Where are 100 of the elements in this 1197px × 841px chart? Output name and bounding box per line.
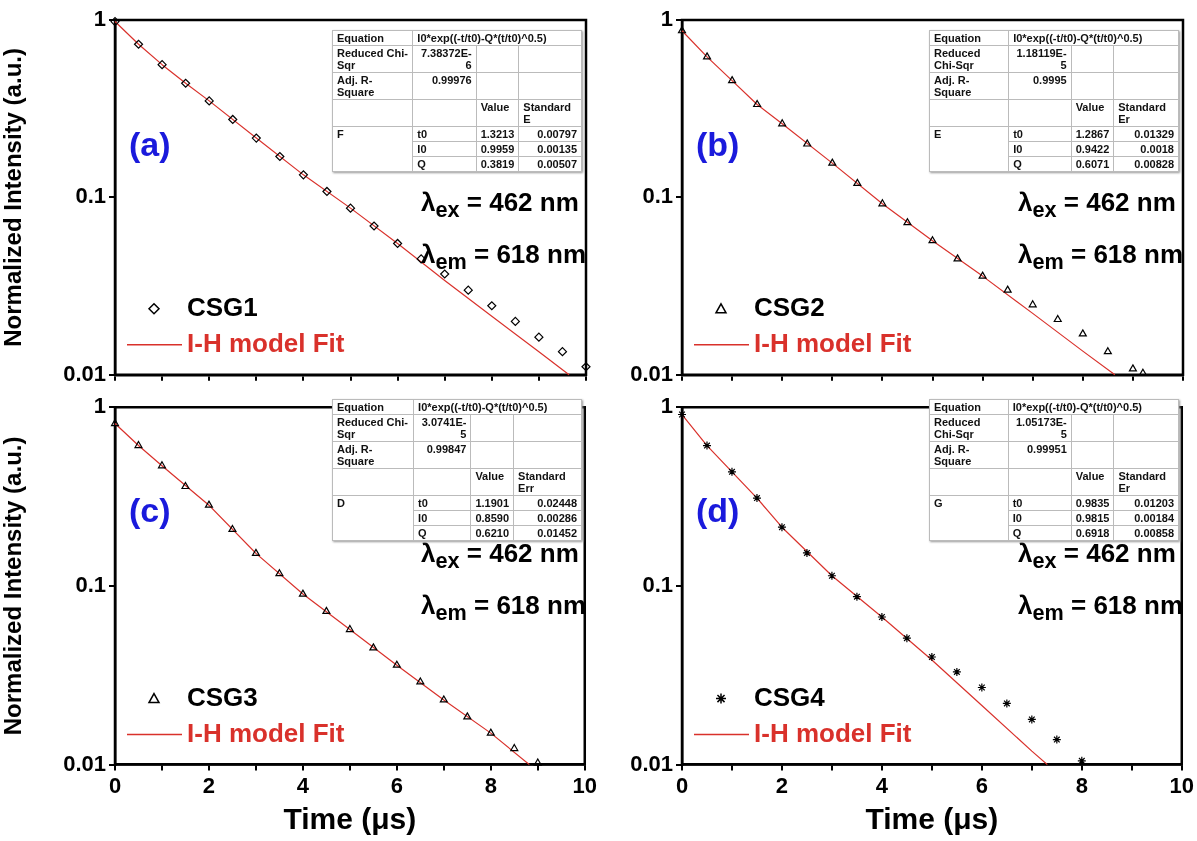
- annotation: I0*exp((-t/t0)-Q*(t/t0)^0.5): [412, 30, 582, 46]
- legend-label: CSG4: [754, 681, 826, 712]
- annotation: Value: [470, 468, 514, 496]
- annotation: λ$_{em}$ = 618 nm: [1017, 589, 1183, 628]
- point: [878, 199, 887, 207]
- annotation: G: [929, 495, 1009, 541]
- point: [298, 170, 308, 180]
- annotation: Adj. R-Square: [332, 72, 413, 100]
- point: [1028, 300, 1037, 308]
- point: [134, 440, 143, 449]
- point: [463, 285, 473, 295]
- annotation: t0: [1008, 126, 1072, 142]
- point: [204, 500, 214, 508]
- annotation: t0: [413, 495, 471, 511]
- y-tick-label: 0.01: [630, 750, 673, 776]
- annotation: 0.00507: [518, 156, 582, 172]
- y-tick-label: 1: [660, 6, 673, 32]
- x-tick-label: 6: [390, 772, 403, 798]
- annotation: F: [332, 126, 413, 172]
- point: [251, 133, 261, 143]
- point: [298, 589, 307, 597]
- point: [702, 52, 712, 60]
- y-tick-label: 0.01: [630, 360, 673, 386]
- annotation: Reduced Chi-Sqr: [929, 45, 1009, 73]
- point: [510, 743, 519, 752]
- point: [416, 677, 425, 685]
- point: [927, 652, 937, 662]
- annotation: λ$_{ex}$ = 462 nm: [1017, 186, 1177, 225]
- annotation: Reduced Chi-Sqr: [929, 414, 1009, 442]
- point: [728, 76, 737, 84]
- annotation: 1.05173E-5: [1008, 414, 1072, 442]
- point: [345, 203, 356, 213]
- annotation: 0.99976: [412, 72, 477, 100]
- x-tick-label: 6: [975, 772, 988, 798]
- annotation: Equation: [332, 399, 414, 415]
- point: [827, 571, 837, 581]
- point: [828, 158, 837, 166]
- legend-label: I-H model Fit: [754, 717, 912, 748]
- annotation: Adj. R-Square: [929, 72, 1009, 100]
- y-tick-label: 1: [93, 393, 106, 419]
- annotation: Value: [1071, 99, 1114, 127]
- point: [228, 114, 238, 125]
- annotation: Reduced Chi-Sqr: [332, 45, 413, 73]
- point: [463, 712, 472, 720]
- annotation: (d): [696, 491, 740, 530]
- point: [952, 667, 962, 677]
- legend-label: CSG2: [754, 291, 825, 322]
- y-tick-label: 0.1: [642, 183, 673, 209]
- point: [702, 440, 712, 451]
- annotation: 0.02448: [513, 495, 582, 511]
- annotation: 0.99951: [1008, 441, 1072, 469]
- x-tick-label: 4: [296, 772, 310, 798]
- point: [1078, 329, 1087, 337]
- point: [110, 16, 120, 27]
- legend-label: CSG1: [187, 291, 258, 322]
- annotation: Adj. R-Square: [929, 441, 1009, 469]
- point: [777, 522, 787, 532]
- annotation: 0.9815: [1071, 510, 1114, 526]
- point: [322, 186, 332, 197]
- x-tick-label: 8: [484, 772, 497, 798]
- annotation: Adj. R-Square: [332, 441, 414, 469]
- y-tick-label: 0.01: [63, 360, 106, 386]
- legend-label: I-H model Fit: [187, 327, 345, 358]
- x-tick-label: 4: [875, 772, 889, 798]
- point: [204, 96, 214, 106]
- annotation: I0*exp((-t/t0)-Q*(t/t0)^0.5): [413, 399, 582, 415]
- annotation: 0.6918: [1071, 525, 1114, 541]
- annotation: Standard Er: [1113, 99, 1179, 127]
- y-tick-label: 0.1: [75, 183, 106, 209]
- y-tick-label: 0.1: [75, 571, 106, 597]
- annotation: Standard Er: [1113, 468, 1179, 496]
- annotation: λ$_{ex}$ = 462 nm: [420, 186, 580, 225]
- point: [1003, 285, 1012, 293]
- annotation: I0: [412, 141, 477, 157]
- annotation: Q: [1008, 156, 1072, 172]
- point: [439, 695, 448, 703]
- point: [510, 316, 520, 326]
- annotation: 0.01203: [1113, 495, 1179, 511]
- legend-label: I-H model Fit: [187, 717, 345, 748]
- point: [533, 758, 542, 766]
- x-tick-label: 2: [775, 772, 789, 798]
- x-axis-title: Time (μs): [865, 802, 999, 836]
- y-tick-label: 1: [93, 6, 106, 32]
- point: [486, 728, 495, 736]
- point: [1027, 714, 1037, 725]
- point: [903, 218, 912, 226]
- point: [345, 624, 354, 633]
- point: [977, 682, 987, 693]
- annotation: Q: [418, 527, 427, 539]
- annotation: λ$_{em}$ = 618 nm: [420, 238, 586, 277]
- point: [1128, 364, 1137, 372]
- annotation: I0: [1008, 510, 1072, 526]
- y-axis-title: Normalized Intensity (a.u.): [0, 48, 27, 347]
- point: [581, 362, 591, 372]
- point: [928, 236, 937, 244]
- annotation: 7.38372E-6: [412, 45, 477, 73]
- annotation: Q: [1012, 527, 1022, 539]
- x-tick-label: 10: [572, 772, 598, 798]
- annotation: 0.9422: [1071, 141, 1114, 157]
- annotation: 0.0018: [1113, 141, 1179, 157]
